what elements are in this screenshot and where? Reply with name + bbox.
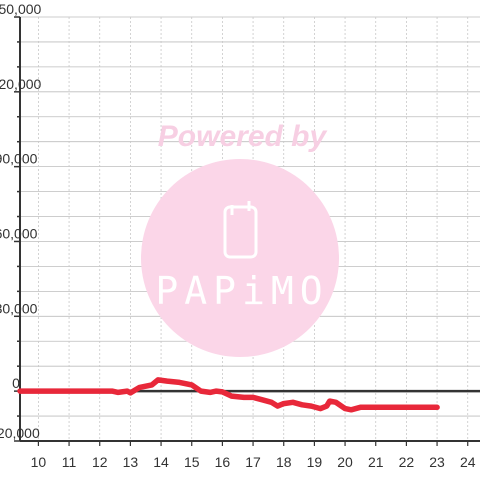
watermark-logo: PAPiMO (155, 269, 328, 313)
x-tick-label: 15 (184, 454, 200, 470)
phone-icon (223, 201, 258, 259)
x-tick-label: 17 (245, 454, 261, 470)
x-tick-label: 24 (460, 454, 476, 470)
x-tick-label: 12 (92, 454, 108, 470)
series-line (17, 377, 440, 413)
x-tick-label: 23 (429, 454, 445, 470)
x-tick-label: 19 (307, 454, 323, 470)
y-tick-label: 90,000 (0, 151, 38, 167)
x-tick-label: 10 (31, 454, 47, 470)
x-tick-label: 13 (123, 454, 139, 470)
x-tick-label: 22 (399, 454, 415, 470)
x-tick-label: 14 (153, 454, 169, 470)
y-tick-label: -20,000 (0, 425, 40, 441)
x-tick-label: 16 (215, 454, 231, 470)
x-tick-label: 11 (62, 454, 77, 470)
series-layer (17, 377, 440, 413)
x-tick-label: 21 (368, 454, 384, 470)
x-tick-label: 18 (276, 454, 292, 470)
watermark-text: Powered by (158, 120, 328, 153)
x-tick-label: 20 (337, 454, 353, 470)
x-axis-labels: 10 11 12 13 14 15 16 17 18 19 20 21 22 23 24 (31, 454, 476, 470)
y-axis-labels: -20,000 0 30,000 60,000 90,000 120,000 150,000 (0, 1, 42, 441)
y-tick-label: 0 (12, 375, 20, 391)
y-tick-label: 60,000 (0, 225, 38, 241)
y-tick-label: 120,000 (0, 76, 42, 92)
powered-by-watermark: Powered by PAPiMO (141, 120, 339, 357)
y-tick-label: 150,000 (0, 1, 42, 17)
y-tick-label: 30,000 (0, 300, 38, 316)
